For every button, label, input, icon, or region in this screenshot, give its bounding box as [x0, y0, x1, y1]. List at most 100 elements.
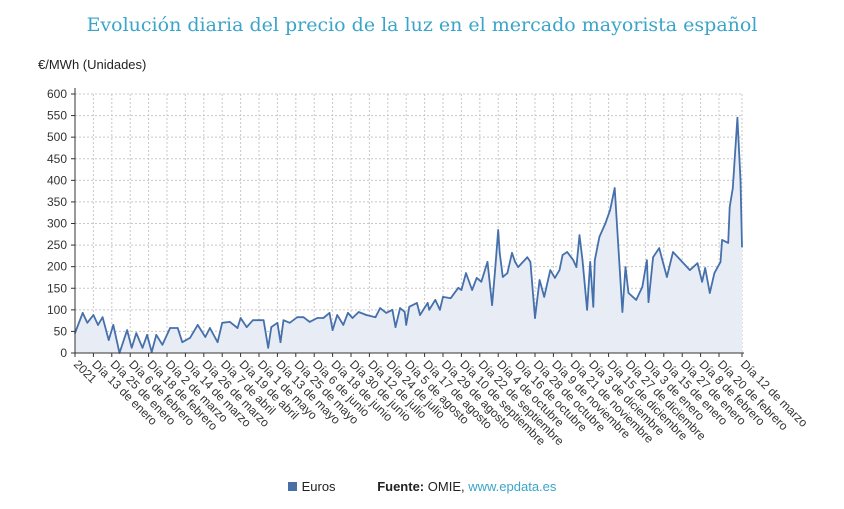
data-point	[135, 332, 138, 334]
legend-label: Euros	[301, 479, 336, 494]
y-axis-label: €/MWh (Unidades)	[38, 57, 147, 72]
data-point	[529, 261, 532, 263]
data-point	[86, 321, 89, 324]
data-point	[282, 319, 285, 321]
data-point	[322, 317, 325, 319]
data-point	[491, 304, 493, 306]
data-point	[385, 312, 388, 314]
y-tick-label: 0	[60, 346, 67, 360]
data-point	[561, 254, 564, 256]
data-point	[739, 179, 742, 181]
y-tick-label: 500	[47, 130, 67, 144]
data-point	[276, 321, 279, 324]
data-point	[204, 336, 207, 338]
data-point	[239, 317, 242, 319]
data-point	[169, 327, 171, 329]
data-point	[554, 277, 556, 279]
data-point	[486, 261, 489, 263]
source-label: Fuente:	[377, 479, 425, 494]
data-point	[604, 222, 607, 224]
data-point	[575, 266, 578, 268]
data-point	[209, 327, 211, 329]
y-tick-label: 300	[47, 217, 67, 231]
chart-title: Evolución diaria del precio de la luz en…	[86, 14, 758, 36]
data-point	[465, 272, 467, 274]
data-point	[449, 297, 452, 299]
data-point	[428, 309, 431, 311]
data-point	[594, 259, 596, 261]
data-point	[471, 289, 473, 291]
data-point	[236, 327, 239, 329]
data-point	[216, 341, 219, 344]
y-tick-label: 550	[47, 109, 67, 123]
data-point	[635, 299, 637, 301]
data-point	[498, 252, 501, 254]
data-point	[480, 280, 483, 283]
data-point	[328, 312, 331, 314]
data-point	[713, 272, 716, 274]
source-link[interactable]: www.epdata.es	[468, 479, 557, 494]
data-point	[689, 269, 691, 271]
data-point	[439, 309, 441, 311]
data-point	[475, 277, 478, 279]
data-point	[391, 309, 394, 311]
data-point	[732, 187, 734, 189]
data-point	[229, 321, 231, 323]
data-point	[316, 317, 319, 319]
data-point	[460, 289, 463, 291]
y-tick-label: 150	[47, 281, 67, 295]
source-note: Fuente: OMIE, www.epdata.es	[377, 479, 556, 494]
data-point	[709, 292, 711, 294]
data-point	[457, 287, 460, 289]
data-point	[252, 319, 254, 321]
data-point	[517, 266, 519, 268]
data-point	[609, 209, 611, 211]
data-point	[426, 302, 429, 304]
data-point	[621, 311, 624, 313]
data-point	[566, 251, 568, 253]
legend-swatch	[287, 482, 297, 491]
data-point	[92, 314, 95, 316]
data-point	[308, 321, 311, 323]
data-point	[727, 242, 729, 244]
data-point	[107, 339, 110, 341]
data-point	[721, 239, 723, 241]
data-point	[627, 292, 630, 294]
data-point	[302, 316, 305, 318]
data-point	[126, 329, 128, 331]
data-point	[403, 311, 406, 313]
data-point	[288, 321, 291, 324]
data-point	[652, 256, 654, 258]
data-point	[598, 236, 601, 238]
data-point	[81, 312, 84, 314]
data-point	[586, 309, 588, 311]
data-point	[196, 324, 199, 326]
data-point	[181, 341, 184, 344]
data-point	[262, 319, 265, 321]
data-point	[399, 307, 401, 309]
data-point	[538, 279, 541, 281]
data-point	[405, 324, 408, 326]
data-point	[112, 324, 115, 326]
data-point	[221, 321, 223, 324]
y-tick-label: 400	[47, 173, 67, 187]
data-point	[581, 259, 584, 261]
data-point	[394, 326, 397, 328]
data-point	[442, 296, 444, 298]
data-point	[331, 329, 334, 331]
data-point	[543, 296, 545, 298]
data-point	[270, 326, 273, 328]
data-point	[592, 306, 595, 308]
data-point	[408, 306, 411, 308]
data-point	[701, 280, 703, 283]
y-tick-label: 200	[47, 260, 67, 274]
data-point	[514, 261, 516, 263]
data-point	[245, 326, 248, 328]
y-tick-label: 100	[47, 303, 67, 317]
y-tick-label: 450	[47, 152, 67, 166]
data-point	[719, 261, 722, 263]
data-point	[641, 286, 644, 288]
data-point	[589, 261, 591, 263]
